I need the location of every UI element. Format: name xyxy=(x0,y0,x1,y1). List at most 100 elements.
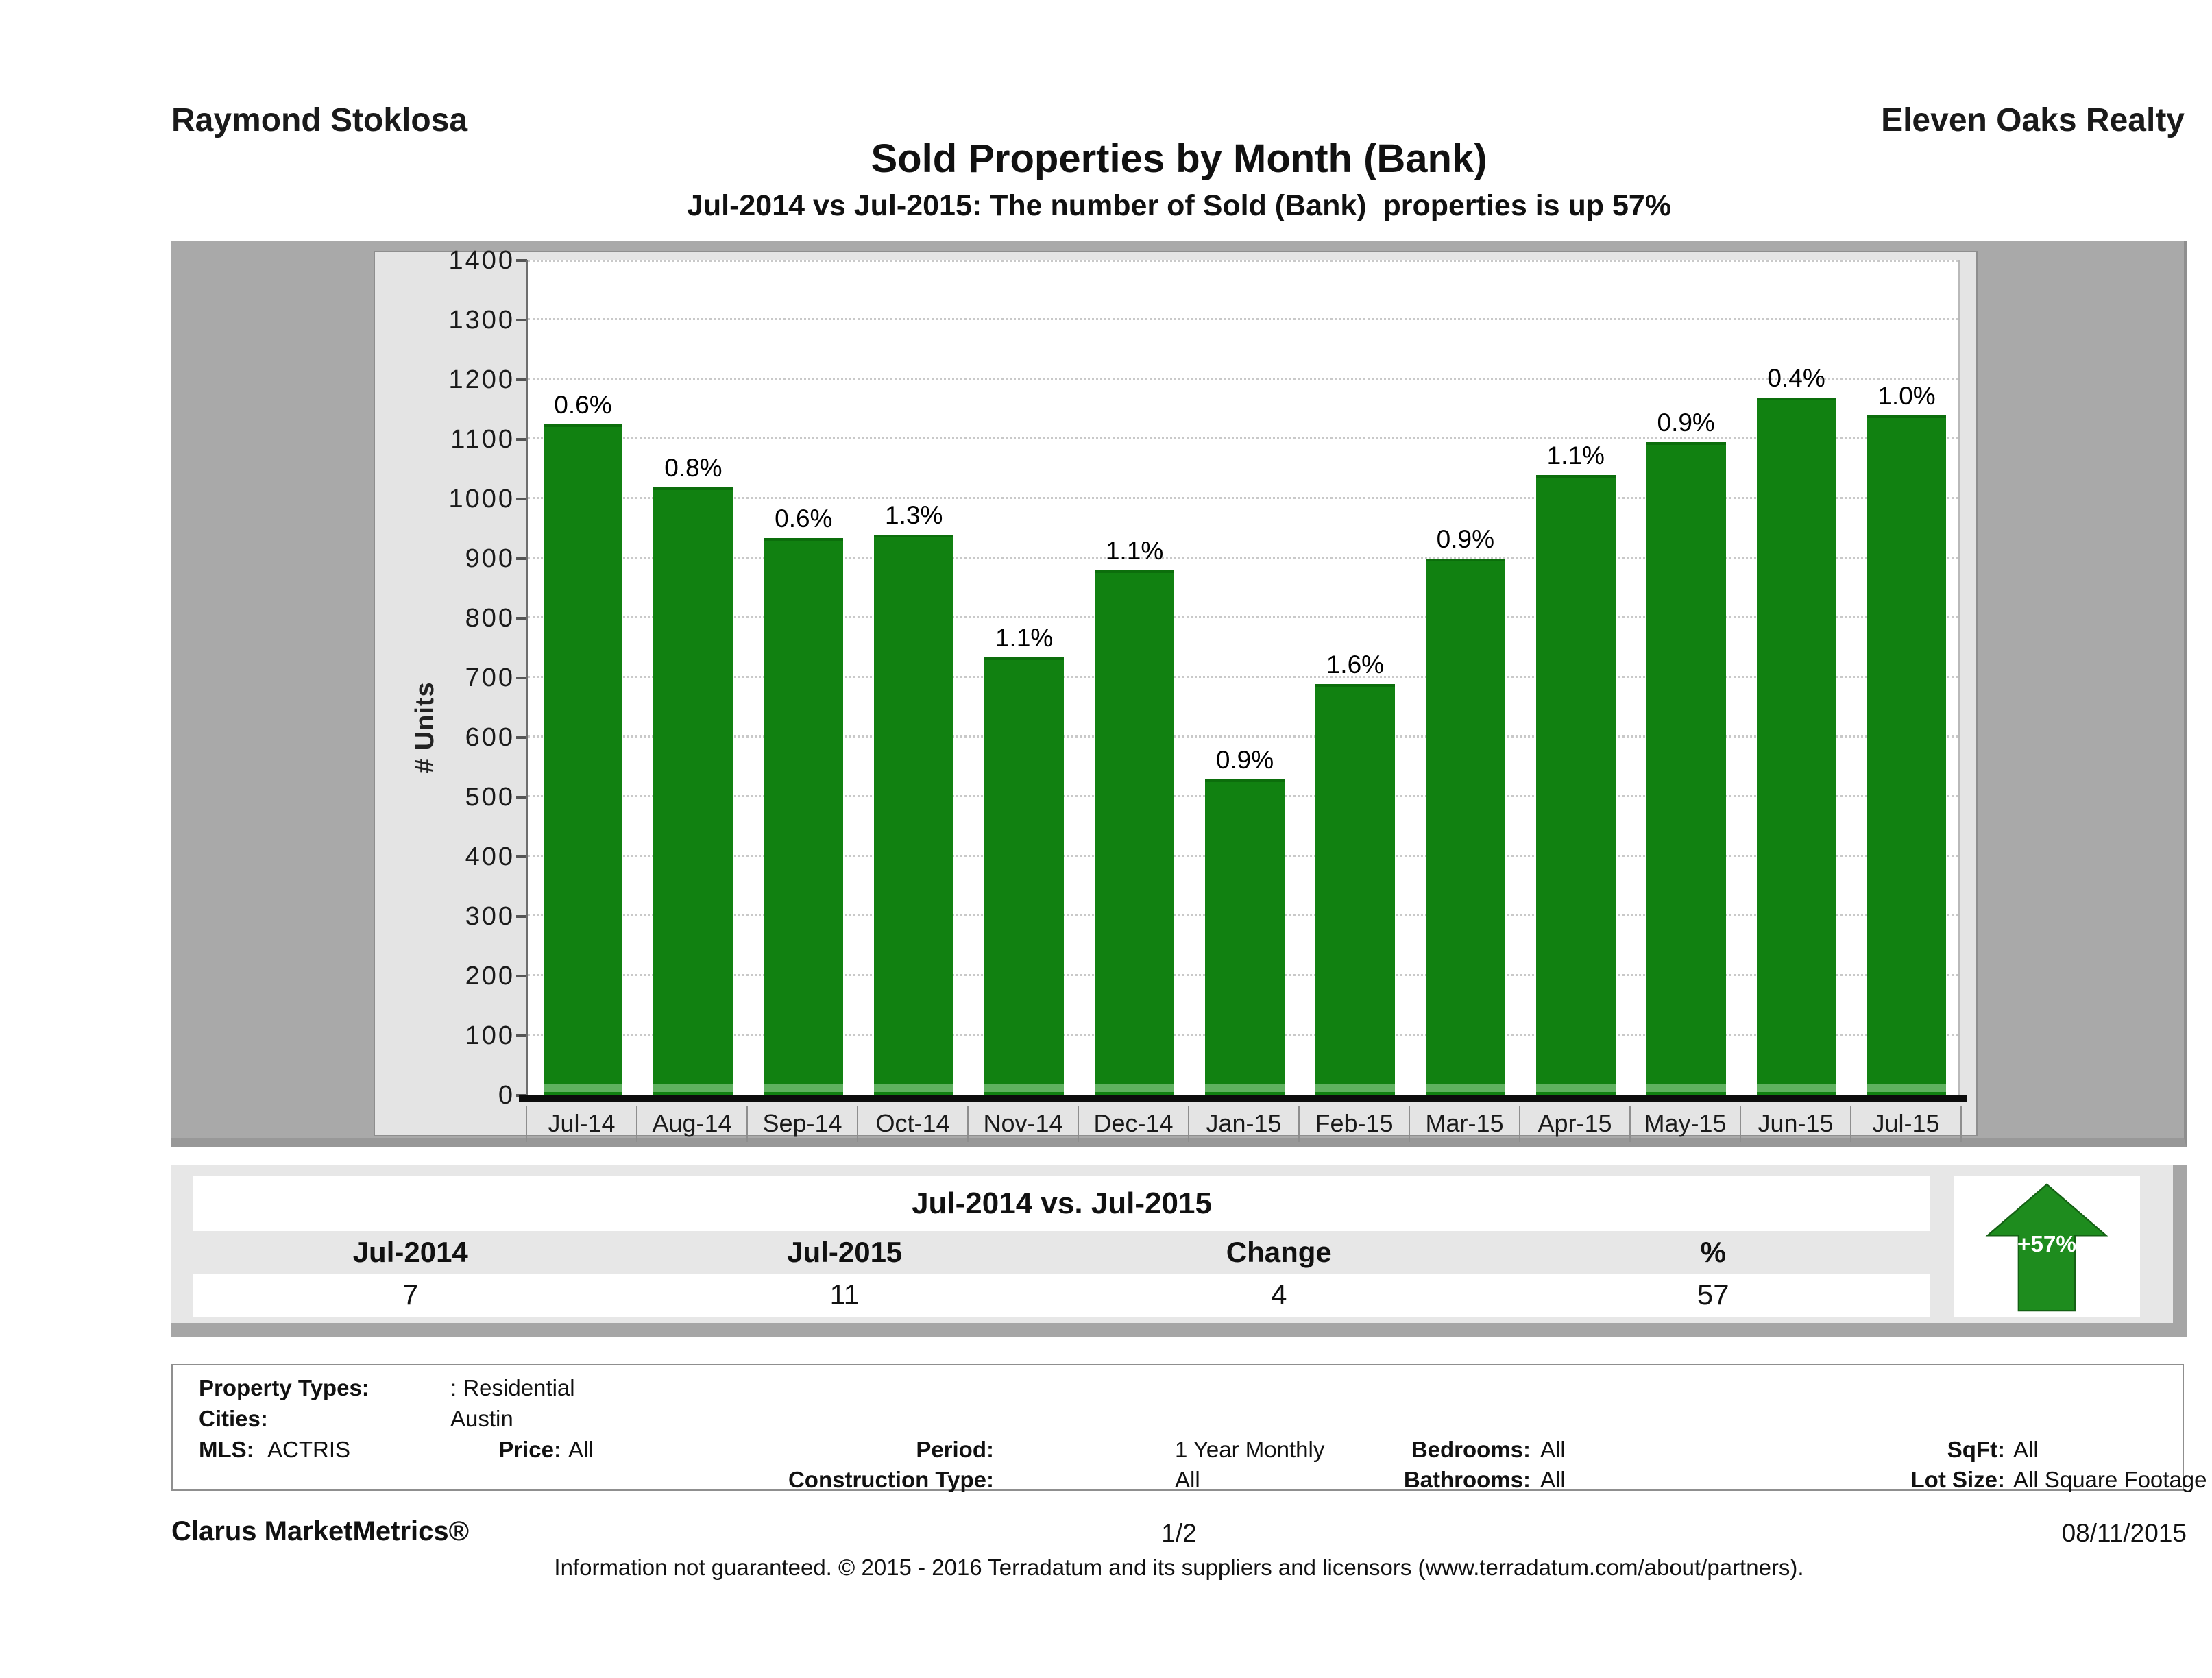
x-tick-label: Mar-15 xyxy=(1409,1106,1519,1142)
y-tick-label: 1000 xyxy=(448,485,515,513)
property-types-value: : Residential xyxy=(450,1375,575,1400)
bar-Aug-14 xyxy=(653,487,733,1095)
bar-slot-Dec-14: 1.1% xyxy=(1080,260,1190,1095)
cities-value: Austin xyxy=(450,1406,513,1431)
sqft-value: All xyxy=(2013,1437,2039,1462)
agent-name: Raymond Stoklosa xyxy=(171,102,468,138)
bar-Jun-15 xyxy=(1756,398,1836,1095)
gridline-800 xyxy=(528,616,1958,618)
bar-percent-label: 1.1% xyxy=(1105,537,1164,565)
gridline-1200 xyxy=(528,378,1958,380)
bar-Jul-14 xyxy=(543,424,623,1095)
sqft-label: SqFt: xyxy=(1947,1437,2005,1462)
y-tick-mark xyxy=(516,975,527,977)
bar-slot-Feb-15: 1.6% xyxy=(1300,260,1410,1095)
y-tick-mark xyxy=(516,378,527,381)
lot-size-label: Lot Size: xyxy=(1910,1467,2006,1492)
y-tick-label: 0 xyxy=(498,1081,515,1110)
price-label: Price: xyxy=(498,1437,561,1462)
bar-slot-Jun-15: 0.4% xyxy=(1741,260,1851,1095)
mls-value: ACTRIS xyxy=(267,1437,351,1462)
y-tick-mark xyxy=(516,796,527,799)
comparison-title: Jul-2014 vs. Jul-2015 xyxy=(193,1176,1930,1231)
bar-percent-label: 0.9% xyxy=(1215,746,1274,774)
bathrooms-label: Bathrooms: xyxy=(1403,1467,1531,1492)
bar-Jul-15 xyxy=(1867,415,1947,1095)
gridline-1100 xyxy=(528,437,1958,439)
bar-Feb-15 xyxy=(1315,684,1395,1095)
bar-percent-label: 0.9% xyxy=(1436,525,1494,553)
bar-slot-May-15: 0.9% xyxy=(1631,260,1741,1095)
y-tick-label: 1300 xyxy=(448,306,515,335)
bar-percent-label: 1.1% xyxy=(1546,441,1605,470)
bar-percent-label: 0.6% xyxy=(554,391,612,419)
y-tick-label: 300 xyxy=(465,902,515,931)
bars-row: 0.6% 0.8% 0.6% 1.3% 1.1% 1.1% 0.9% 1.6% 0.9% 1.1%… xyxy=(528,260,1962,1095)
bar-Jan-15 xyxy=(1205,779,1285,1095)
y-tick-mark xyxy=(516,915,527,918)
y-tick-label: 800 xyxy=(465,604,515,633)
column-header: Change xyxy=(1226,1236,1332,1268)
y-tick-mark xyxy=(516,736,527,739)
value-cell: 7 xyxy=(402,1278,419,1311)
y-tick-label: 200 xyxy=(465,962,515,990)
y-tick-label: 700 xyxy=(465,664,515,692)
value-cell: 4 xyxy=(1271,1278,1287,1311)
construction-type-label: Construction Type: xyxy=(788,1467,994,1492)
y-tick-mark xyxy=(516,259,527,262)
footer-brand: Clarus MarketMetrics® xyxy=(171,1516,470,1546)
bar-percent-label: 0.9% xyxy=(1657,409,1715,437)
y-tick-mark xyxy=(516,498,527,500)
y-tick-mark xyxy=(516,319,527,321)
x-tick-label: Oct-14 xyxy=(857,1106,967,1142)
filters-box: Property Types: : Residential Cities: Au… xyxy=(171,1364,2207,1492)
y-tick-label: 600 xyxy=(465,723,515,752)
bar-Mar-15 xyxy=(1425,559,1505,1095)
gridline-1300 xyxy=(528,318,1958,320)
y-tick-mark xyxy=(516,677,527,679)
bar-percent-label: 1.3% xyxy=(885,501,943,529)
bar-slot-Nov-14: 1.1% xyxy=(969,260,1080,1095)
trend-arrow-box: +57% xyxy=(1954,1176,2140,1317)
lot-size-value: All Square Footage xyxy=(2013,1467,2207,1492)
value-cell: 11 xyxy=(829,1278,860,1311)
bar-percent-label: 1.0% xyxy=(1877,382,1936,410)
column-header: Jul-2014 xyxy=(352,1236,468,1268)
chart-area: # Units 0 100 200 300 400 500 600 700 800 900 1000… xyxy=(374,246,1978,1142)
bar-Sep-14 xyxy=(764,538,844,1095)
gridline-1000 xyxy=(528,497,1958,499)
y-tick-label: 1100 xyxy=(450,425,515,454)
bar-slot-Jan-15: 0.9% xyxy=(1190,260,1300,1095)
cities-label: Cities: xyxy=(199,1406,268,1431)
bar-Nov-14 xyxy=(984,657,1065,1095)
page-subtitle: Jul-2014 vs Jul-2015: The number of Sold… xyxy=(686,189,1672,222)
bar-percent-label: 1.1% xyxy=(995,624,1054,652)
bedrooms-value: All xyxy=(1540,1437,1566,1462)
column-header: Jul-2015 xyxy=(787,1236,903,1268)
bar-percent-label: 0.6% xyxy=(775,504,833,533)
bar-Apr-15 xyxy=(1535,475,1616,1095)
y-tick-mark xyxy=(516,855,527,858)
arrow-percent-label: +57% xyxy=(2017,1232,2076,1257)
price-value: All xyxy=(568,1437,594,1462)
comparison-panel: Jul-2014 vs. Jul-2015 Jul-2014 Jul-2015 … xyxy=(171,1165,2187,1337)
y-tick-label: 100 xyxy=(465,1021,515,1050)
bar-slot-Jul-15: 1.0% xyxy=(1851,260,1962,1095)
x-tick-label: Apr-15 xyxy=(1519,1106,1629,1142)
y-tick-label: 400 xyxy=(465,842,515,871)
y-tick-mark xyxy=(516,557,527,560)
bedrooms-label: Bedrooms: xyxy=(1411,1437,1531,1462)
x-tick-label: Aug-14 xyxy=(636,1106,746,1142)
construction-type-value: All xyxy=(1175,1467,1200,1492)
x-tick-label: Jul-14 xyxy=(526,1106,636,1142)
x-tick-label: Feb-15 xyxy=(1298,1106,1409,1142)
footer-date: 08/11/2015 xyxy=(2061,1519,2187,1547)
bar-slot-Sep-14: 0.6% xyxy=(749,260,859,1095)
x-labels-row: Jul-14 Aug-14 Sep-14 Oct-14 Nov-14 Dec-14 Jan-… xyxy=(526,1106,1962,1142)
bar-slot-Mar-15: 0.9% xyxy=(1410,260,1520,1095)
period-label: Period: xyxy=(916,1437,994,1462)
page-title: Sold Properties by Month (Bank) xyxy=(871,136,1487,181)
gridline-1400 xyxy=(528,260,1958,262)
x-tick-label: Jul-15 xyxy=(1850,1106,1962,1142)
company-name: Eleven Oaks Realty xyxy=(1881,102,2185,138)
